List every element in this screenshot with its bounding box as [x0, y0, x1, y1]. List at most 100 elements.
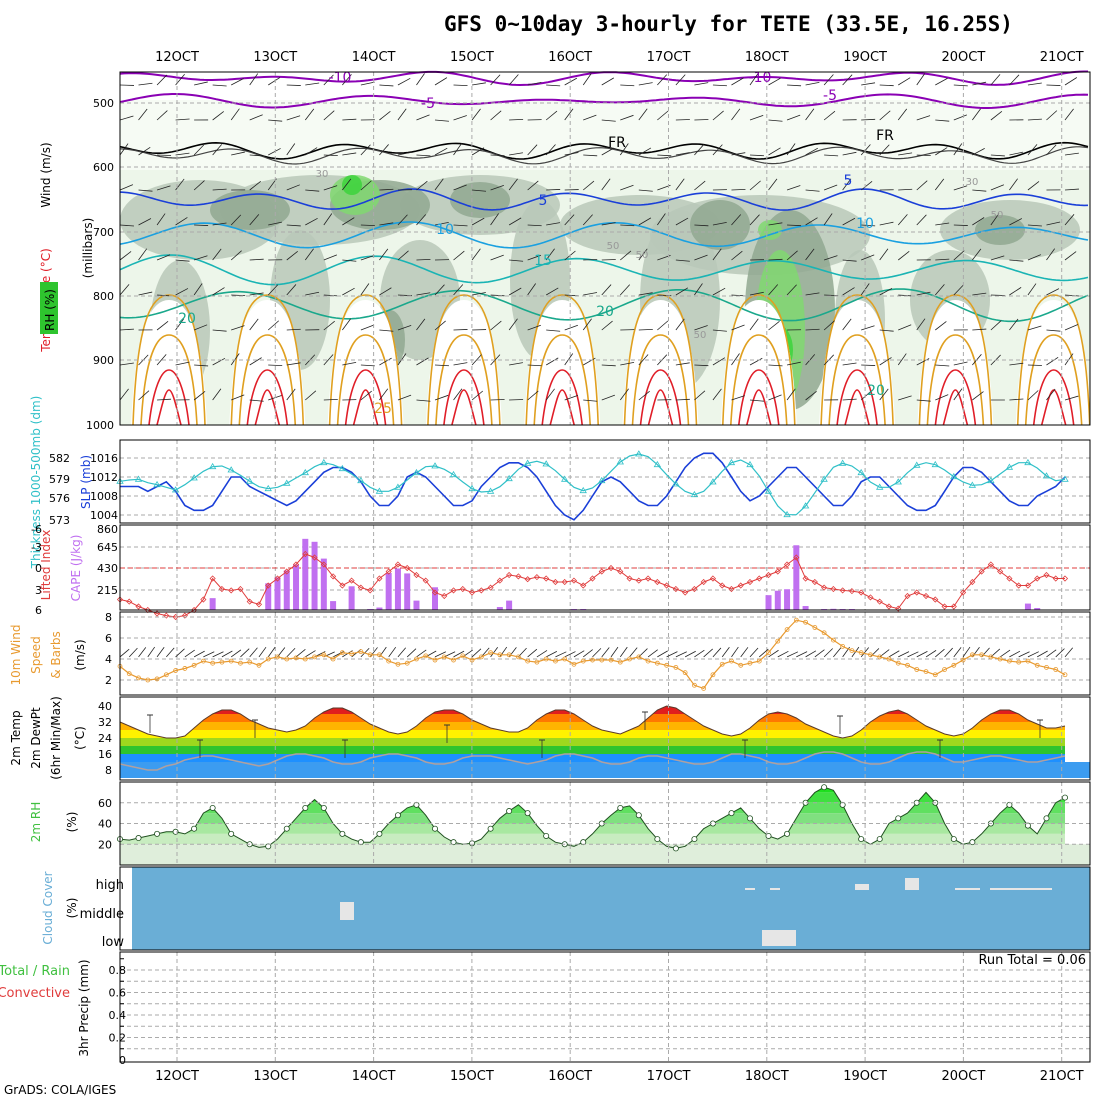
wind-barb	[305, 291, 320, 296]
thickness-marker	[913, 461, 921, 468]
wind-barb	[972, 148, 985, 156]
wind-barb	[546, 329, 561, 332]
cloud-block	[955, 888, 980, 890]
li-marker	[922, 592, 930, 600]
wind-barb	[1027, 118, 1042, 121]
wind-barb	[860, 144, 871, 156]
wind-barb	[323, 354, 334, 366]
wind-barb	[545, 651, 558, 658]
wind-barb	[434, 394, 449, 401]
wind-barb	[712, 248, 722, 261]
label-part: 3hr Precip (mm)	[77, 959, 91, 1056]
wind-barb	[156, 646, 165, 658]
isotherm-bell	[435, 334, 493, 426]
wind-marker	[553, 658, 558, 664]
wind-barb	[1046, 144, 1057, 156]
wind-marker	[265, 656, 271, 662]
temp-axis-label-3: (6hr Min/Max)	[49, 696, 63, 780]
wind-barb	[916, 180, 928, 191]
thickness-marker	[931, 460, 940, 468]
li-marker	[913, 589, 920, 596]
li-marker	[441, 592, 448, 600]
dewpoint-line	[119, 751, 1066, 771]
wind-barb	[990, 111, 1003, 121]
wind-barb	[230, 214, 242, 226]
li-marker	[339, 582, 346, 589]
wind-barb	[897, 353, 907, 366]
rh-legend-swatch	[40, 282, 58, 334]
wind-barb	[379, 357, 392, 366]
dry-bell	[327, 300, 404, 425]
wind-barb	[694, 144, 705, 156]
wind-barb	[898, 324, 912, 331]
wind-barb	[527, 283, 537, 296]
wind-marker	[562, 656, 568, 662]
wind-speed-line	[119, 619, 1066, 690]
wind-barb	[907, 651, 919, 658]
li-marker	[135, 603, 142, 610]
li-marker	[246, 598, 253, 605]
li-marker	[468, 589, 476, 596]
wind-barb	[582, 180, 595, 191]
cape-bar	[432, 587, 438, 610]
wind-barb	[249, 292, 264, 296]
wind-marker	[997, 656, 1003, 662]
wind-barb	[193, 390, 206, 401]
isotherm-bell	[533, 334, 591, 426]
wind-barb	[768, 77, 781, 86]
isotherm-bell	[1024, 334, 1083, 426]
li-marker	[543, 575, 550, 582]
wind-marker	[951, 662, 957, 668]
cape-bar	[348, 586, 355, 610]
wind-marker	[895, 660, 901, 666]
rh-marker	[487, 825, 494, 832]
wind-barb	[786, 388, 796, 401]
wind-barb	[1027, 325, 1042, 331]
slp-tick-label: 1008	[90, 490, 118, 503]
cloud-block	[340, 902, 354, 920]
wind-barb	[267, 284, 279, 296]
wind-marker	[247, 659, 253, 665]
wind-barb	[193, 255, 208, 261]
wind-marker	[1025, 658, 1031, 664]
wind-barb	[304, 108, 315, 121]
wind-barb	[240, 648, 250, 658]
rh-axis-label: 2m RH	[29, 802, 43, 843]
wind-barb	[268, 148, 281, 156]
wind-marker	[228, 658, 234, 664]
wind-barb	[1027, 254, 1042, 261]
li-tick-label: -3	[31, 541, 42, 554]
wind-barb	[842, 362, 857, 366]
li-marker	[237, 585, 244, 593]
cape-bar	[283, 570, 290, 610]
li-tick-label: 6	[35, 604, 42, 617]
wind-marker	[923, 669, 929, 674]
wind-barb	[601, 147, 615, 156]
wind-barb	[675, 178, 685, 191]
wind-barb	[212, 111, 224, 121]
wind-marker	[608, 657, 614, 663]
cape-bar	[765, 595, 772, 610]
cloud-block	[762, 930, 796, 946]
wind-barb	[712, 647, 722, 658]
li-marker	[765, 571, 772, 579]
wind-barb	[916, 214, 927, 226]
wind-barb	[119, 143, 129, 156]
wind-barb	[138, 189, 153, 192]
wind-barb	[805, 108, 815, 121]
wind-barb	[472, 189, 487, 192]
wind-barb	[175, 648, 185, 658]
wind-barb	[990, 294, 1005, 296]
wind-barb	[379, 110, 391, 121]
li-marker	[904, 592, 911, 600]
wind-barb	[286, 224, 301, 227]
wind-barb	[749, 214, 760, 226]
li-marker	[478, 587, 485, 594]
cape-bar	[784, 589, 791, 610]
wind-barb	[546, 84, 561, 87]
wind-barb	[944, 647, 953, 658]
rh-label: 30	[966, 177, 979, 188]
cloud-block	[905, 878, 919, 890]
wind-barb	[545, 110, 558, 121]
wind-barb	[360, 81, 375, 86]
